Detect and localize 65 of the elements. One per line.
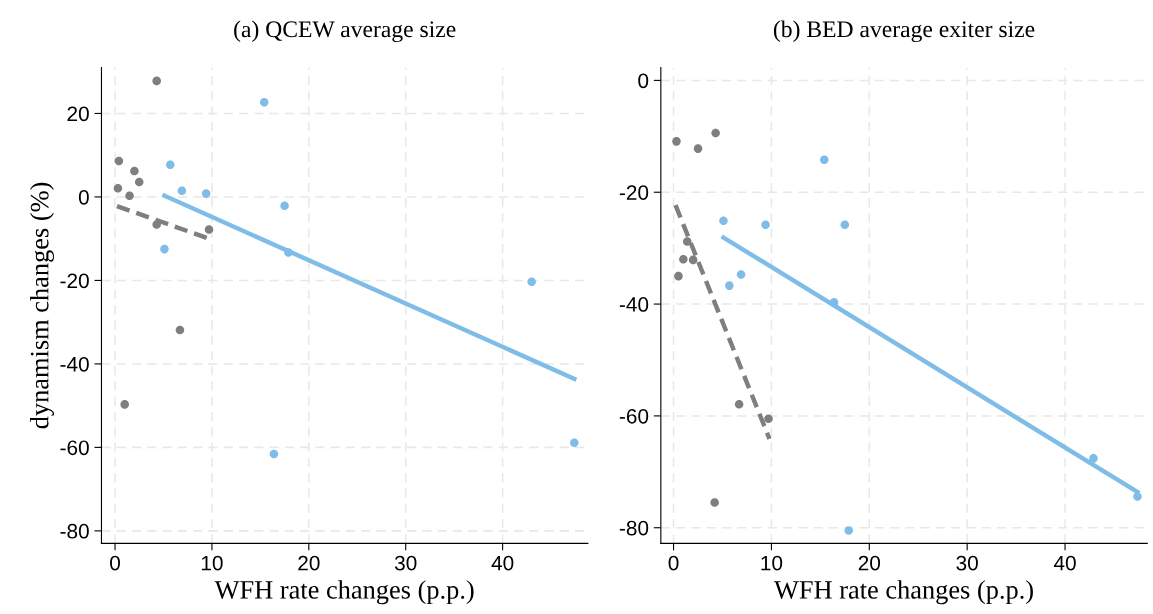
- point: [152, 220, 161, 229]
- y-tick-label: -40: [619, 297, 649, 312]
- x-axis-title: WFH rate changes (p.p.): [773, 580, 1033, 605]
- x-tick-label: 10: [201, 555, 223, 571]
- x-tick-label: 30: [956, 555, 978, 571]
- point: [570, 438, 579, 448]
- y-tick-label: 0: [78, 189, 89, 205]
- point: [688, 255, 698, 265]
- chart-title: (a) QCEW average size: [234, 20, 456, 43]
- y-tick-label: -20: [619, 185, 649, 200]
- y-tick-label: -60: [619, 408, 649, 424]
- point: [819, 155, 829, 165]
- x-tick-label: 20: [858, 555, 881, 571]
- point: [284, 248, 293, 257]
- point: [764, 414, 773, 423]
- point: [201, 189, 211, 198]
- point: [280, 201, 289, 210]
- point: [134, 177, 144, 187]
- point: [165, 160, 175, 170]
- point: [259, 97, 269, 107]
- point: [204, 225, 214, 234]
- x-tick-label: 30: [394, 555, 417, 571]
- point: [527, 277, 536, 286]
- x-tick-label: 0: [110, 555, 121, 571]
- point: [844, 526, 854, 535]
- point: [130, 166, 139, 176]
- point: [152, 76, 161, 86]
- x-tick-label: 40: [1053, 555, 1076, 571]
- point: [761, 220, 770, 229]
- x-tick-label: 10: [761, 555, 783, 571]
- point: [679, 255, 688, 264]
- y-tick-label: -80: [60, 523, 89, 539]
- point: [674, 271, 683, 281]
- y-tick-label: 20: [67, 106, 89, 122]
- point: [736, 270, 746, 279]
- point: [719, 216, 728, 226]
- point: [693, 144, 703, 153]
- point: [114, 156, 124, 166]
- x-tick-label: 20: [298, 555, 320, 571]
- y-tick-label: 0: [638, 73, 649, 89]
- point: [725, 281, 734, 290]
- point: [160, 244, 169, 254]
- y-tick-label: -20: [60, 273, 89, 289]
- chart-title: (b) BED average exiter size: [773, 20, 1035, 43]
- point: [1089, 454, 1098, 463]
- point: [120, 400, 129, 409]
- point: [682, 237, 692, 246]
- point: [125, 191, 134, 200]
- x-tick-label: 40: [491, 555, 514, 571]
- point: [710, 498, 719, 507]
- point: [734, 399, 744, 409]
- y-axis-title: dynamism changes (%): [29, 182, 54, 429]
- point: [113, 183, 123, 193]
- point: [269, 449, 279, 459]
- point: [711, 128, 720, 138]
- y-tick-label: -40: [60, 356, 89, 372]
- y-tick-label: -80: [619, 520, 649, 536]
- point: [177, 186, 187, 195]
- y-tick-label: -60: [60, 440, 89, 456]
- x-axis-title: WFH rate changes (p.p.): [214, 580, 474, 605]
- point: [175, 325, 185, 335]
- x-tick-label: 0: [668, 555, 679, 571]
- point: [840, 220, 850, 229]
- point: [1133, 492, 1142, 501]
- point: [672, 137, 681, 146]
